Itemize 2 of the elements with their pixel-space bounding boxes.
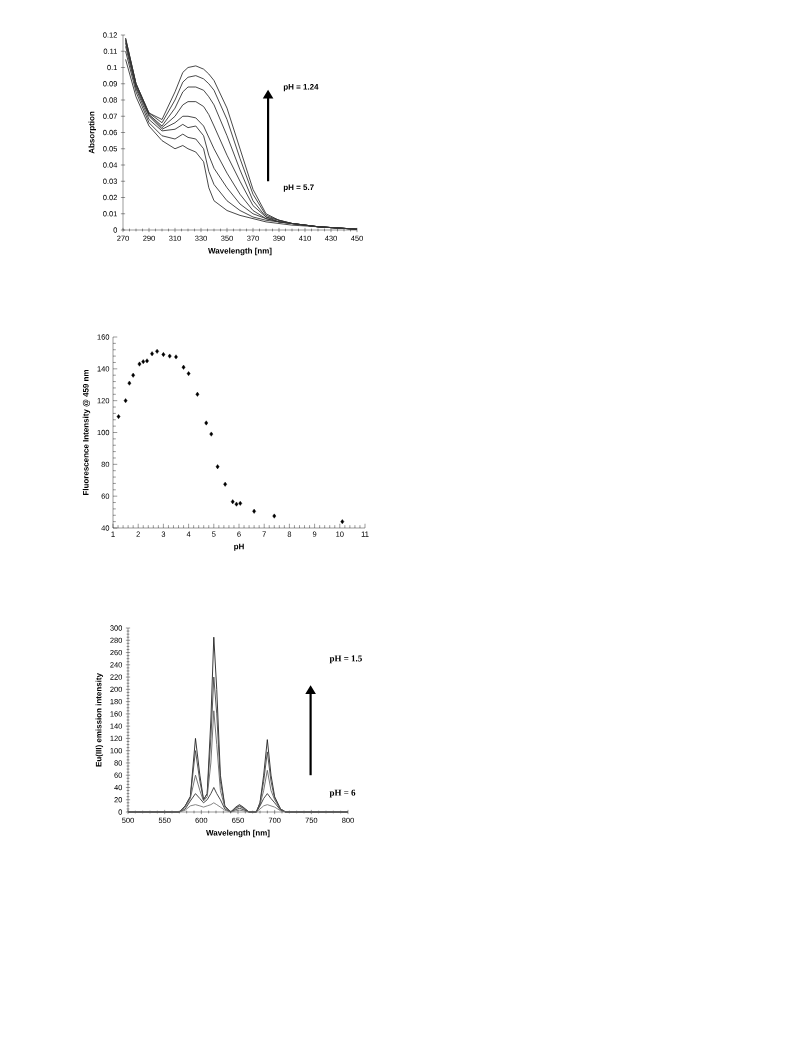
annotation: pH = 1.5 <box>329 655 362 664</box>
annotation: pH = 6 <box>329 789 356 798</box>
